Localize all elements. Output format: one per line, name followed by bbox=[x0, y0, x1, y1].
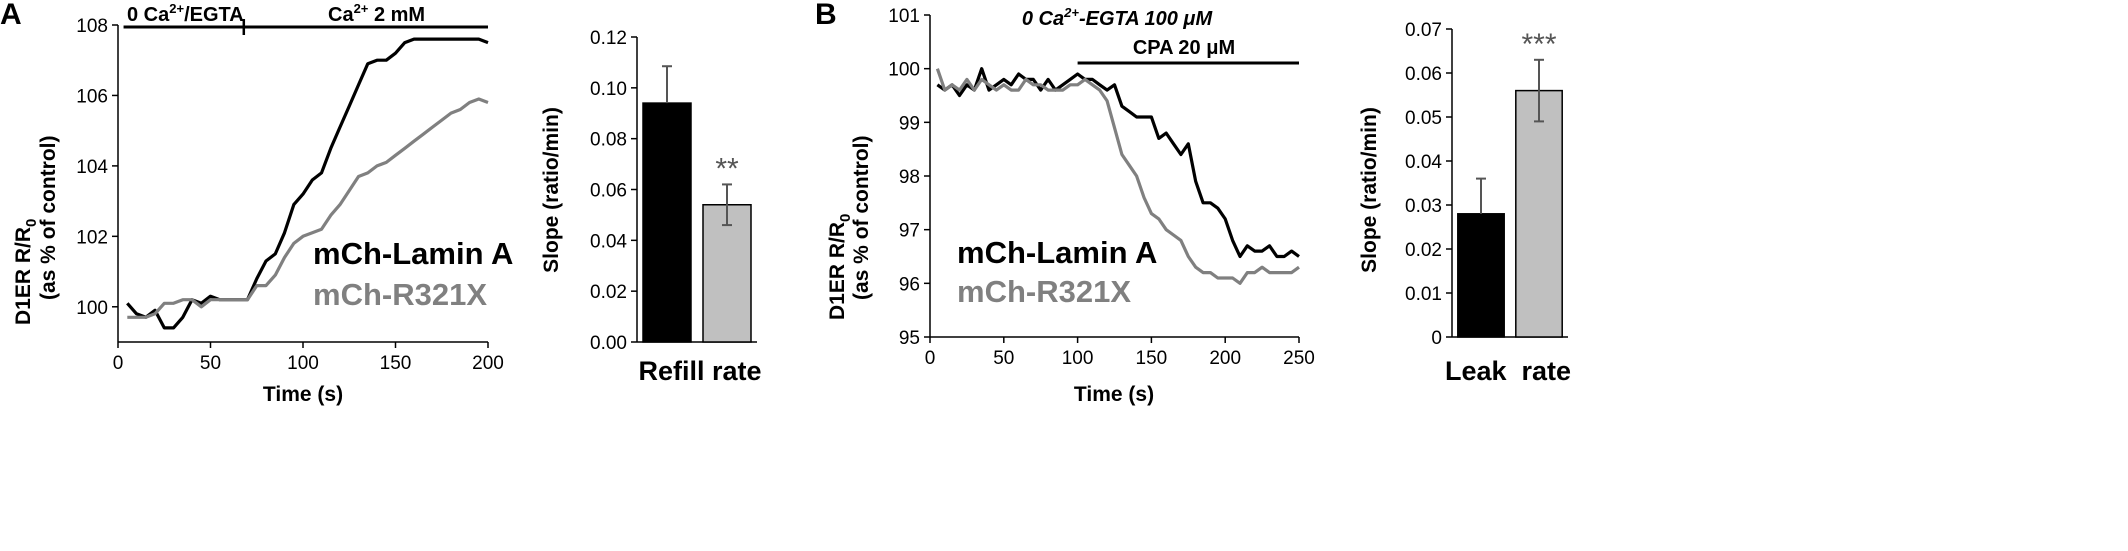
y-tick-label: 100 bbox=[76, 298, 108, 319]
x-tick-label: 0 bbox=[113, 353, 124, 374]
significance-marker: ** bbox=[715, 152, 739, 185]
x-tick-label: 150 bbox=[1136, 348, 1168, 369]
y-tick-label: 0.06 bbox=[590, 181, 627, 202]
legend-lamin-a: mCh-Lamin A bbox=[313, 236, 513, 271]
y-tick-label: 102 bbox=[76, 227, 108, 248]
x-axis-label-b: Time (s) bbox=[1074, 383, 1154, 406]
bar-1 bbox=[702, 204, 752, 343]
legend-r321x: mCh-R321X bbox=[313, 277, 487, 312]
y-axis-label-a-bar: Slope (ratio/min) bbox=[540, 107, 563, 273]
y-axis-label-a-line2: (as % of control) bbox=[37, 135, 60, 300]
chart-a-bar-axes: 0.00 0.02 0.04 0.06 0.08 0.10 0.12 bbox=[590, 28, 757, 354]
y-axis-label-b: D1ER R/R0 bbox=[826, 214, 854, 320]
y-tick-label: 0.12 bbox=[590, 28, 627, 49]
x-axis-label-a: Time (s) bbox=[263, 383, 343, 406]
x-tick-label: 150 bbox=[380, 353, 412, 374]
chart-b-trace: 95 96 97 98 99 100 101 0 50 100 150 200 250 0 Ca2+-E… bbox=[826, 5, 1315, 406]
category-label-refill: Refill rate bbox=[638, 356, 761, 386]
condition-label-calcium: Ca2+ 2 mM bbox=[328, 1, 425, 26]
x-tick-label: 250 bbox=[1283, 348, 1315, 369]
x-tick-label: 200 bbox=[472, 353, 504, 374]
y-tick-label: 0.04 bbox=[590, 231, 627, 252]
condition-label-cpa: CPA 20 μM bbox=[1133, 37, 1235, 59]
y-tick-label: 0.01 bbox=[1405, 284, 1442, 305]
category-label-leak: Leak rate bbox=[1445, 356, 1571, 386]
y-tick-label: 0.04 bbox=[1405, 152, 1442, 173]
y-tick-label: 0.08 bbox=[590, 130, 627, 151]
y-tick-label: 0.02 bbox=[590, 282, 627, 303]
x-tick-label: 50 bbox=[993, 348, 1014, 369]
condition-label-egta: 0 Ca2+/EGTA bbox=[127, 1, 244, 26]
y-tick-label: 99 bbox=[899, 113, 920, 134]
legend-r321x-b: mCh-R321X bbox=[957, 274, 1131, 309]
panel-label-b: B bbox=[815, 0, 837, 31]
x-tick-label: 100 bbox=[287, 353, 319, 374]
y-tick-label: 95 bbox=[899, 328, 920, 349]
y-tick-label: 108 bbox=[76, 16, 108, 37]
chart-b-bar-bars: *** bbox=[1457, 28, 1563, 338]
y-axis-label-a: D1ER R/R0 bbox=[12, 219, 40, 325]
y-tick-label: 0.07 bbox=[1405, 20, 1442, 41]
series-line-r321x bbox=[935, 68, 1300, 285]
y-tick-label: 0.03 bbox=[1405, 196, 1442, 217]
y-tick-label: 96 bbox=[899, 274, 920, 295]
y-tick-label: 101 bbox=[888, 6, 920, 27]
chart-b-trace-axes: 95 96 97 98 99 100 101 0 50 100 150 200 250 bbox=[888, 6, 1315, 369]
x-tick-label: 0 bbox=[925, 348, 936, 369]
y-tick-label: 0.06 bbox=[1405, 64, 1442, 85]
y-tick-label: 0.00 bbox=[590, 333, 627, 354]
chart-a-trace-axes: 100 102 104 106 108 0 50 100 150 200 bbox=[76, 16, 504, 374]
y-tick-label: 100 bbox=[888, 60, 920, 81]
y-tick-label: 0.10 bbox=[590, 79, 627, 100]
chart-a-bar-bars: ** bbox=[642, 65, 752, 343]
chart-b-bar: 0 0.01 0.02 0.03 0.04 0.05 0.06 0.07 *** Slope … bbox=[1358, 20, 1571, 386]
panel-label-a: A bbox=[0, 0, 22, 31]
bar-0 bbox=[642, 102, 692, 343]
chart-b-bar-axes: 0 0.01 0.02 0.03 0.04 0.05 0.06 0.07 bbox=[1405, 20, 1568, 349]
bar-1 bbox=[1515, 89, 1563, 338]
bar-0 bbox=[1457, 213, 1505, 338]
legend-lamin-a-b: mCh-Lamin A bbox=[957, 235, 1157, 270]
series-line-lamin-a bbox=[936, 67, 1300, 259]
top-condition-egta: 0 Ca2+-EGTA 100 μM bbox=[1022, 5, 1214, 30]
y-tick-label: 0 bbox=[1431, 328, 1442, 349]
y-tick-label: 98 bbox=[899, 167, 920, 188]
x-tick-label: 50 bbox=[200, 353, 221, 374]
series-line-lamin-a bbox=[126, 37, 489, 330]
y-tick-label: 0.02 bbox=[1405, 240, 1442, 261]
y-tick-label: 106 bbox=[76, 86, 108, 107]
x-tick-label: 200 bbox=[1209, 348, 1241, 369]
y-tick-label: 0.05 bbox=[1405, 108, 1442, 129]
chart-a-bar: 0.00 0.02 0.04 0.06 0.08 0.10 0.12 ** Slope (r… bbox=[540, 28, 762, 386]
y-tick-label: 97 bbox=[899, 221, 920, 242]
significance-marker: *** bbox=[1521, 28, 1556, 61]
chart-a-conditions bbox=[123, 19, 488, 35]
x-tick-label: 100 bbox=[1062, 348, 1094, 369]
series-line-r321x bbox=[127, 97, 489, 319]
y-tick-label: 104 bbox=[76, 157, 108, 178]
y-axis-label-b-bar: Slope (ratio/min) bbox=[1358, 107, 1381, 273]
chart-a-trace-lines bbox=[126, 37, 489, 330]
y-axis-label-b-line2: (as % of control) bbox=[850, 135, 873, 300]
chart-b-trace-lines bbox=[935, 67, 1300, 285]
